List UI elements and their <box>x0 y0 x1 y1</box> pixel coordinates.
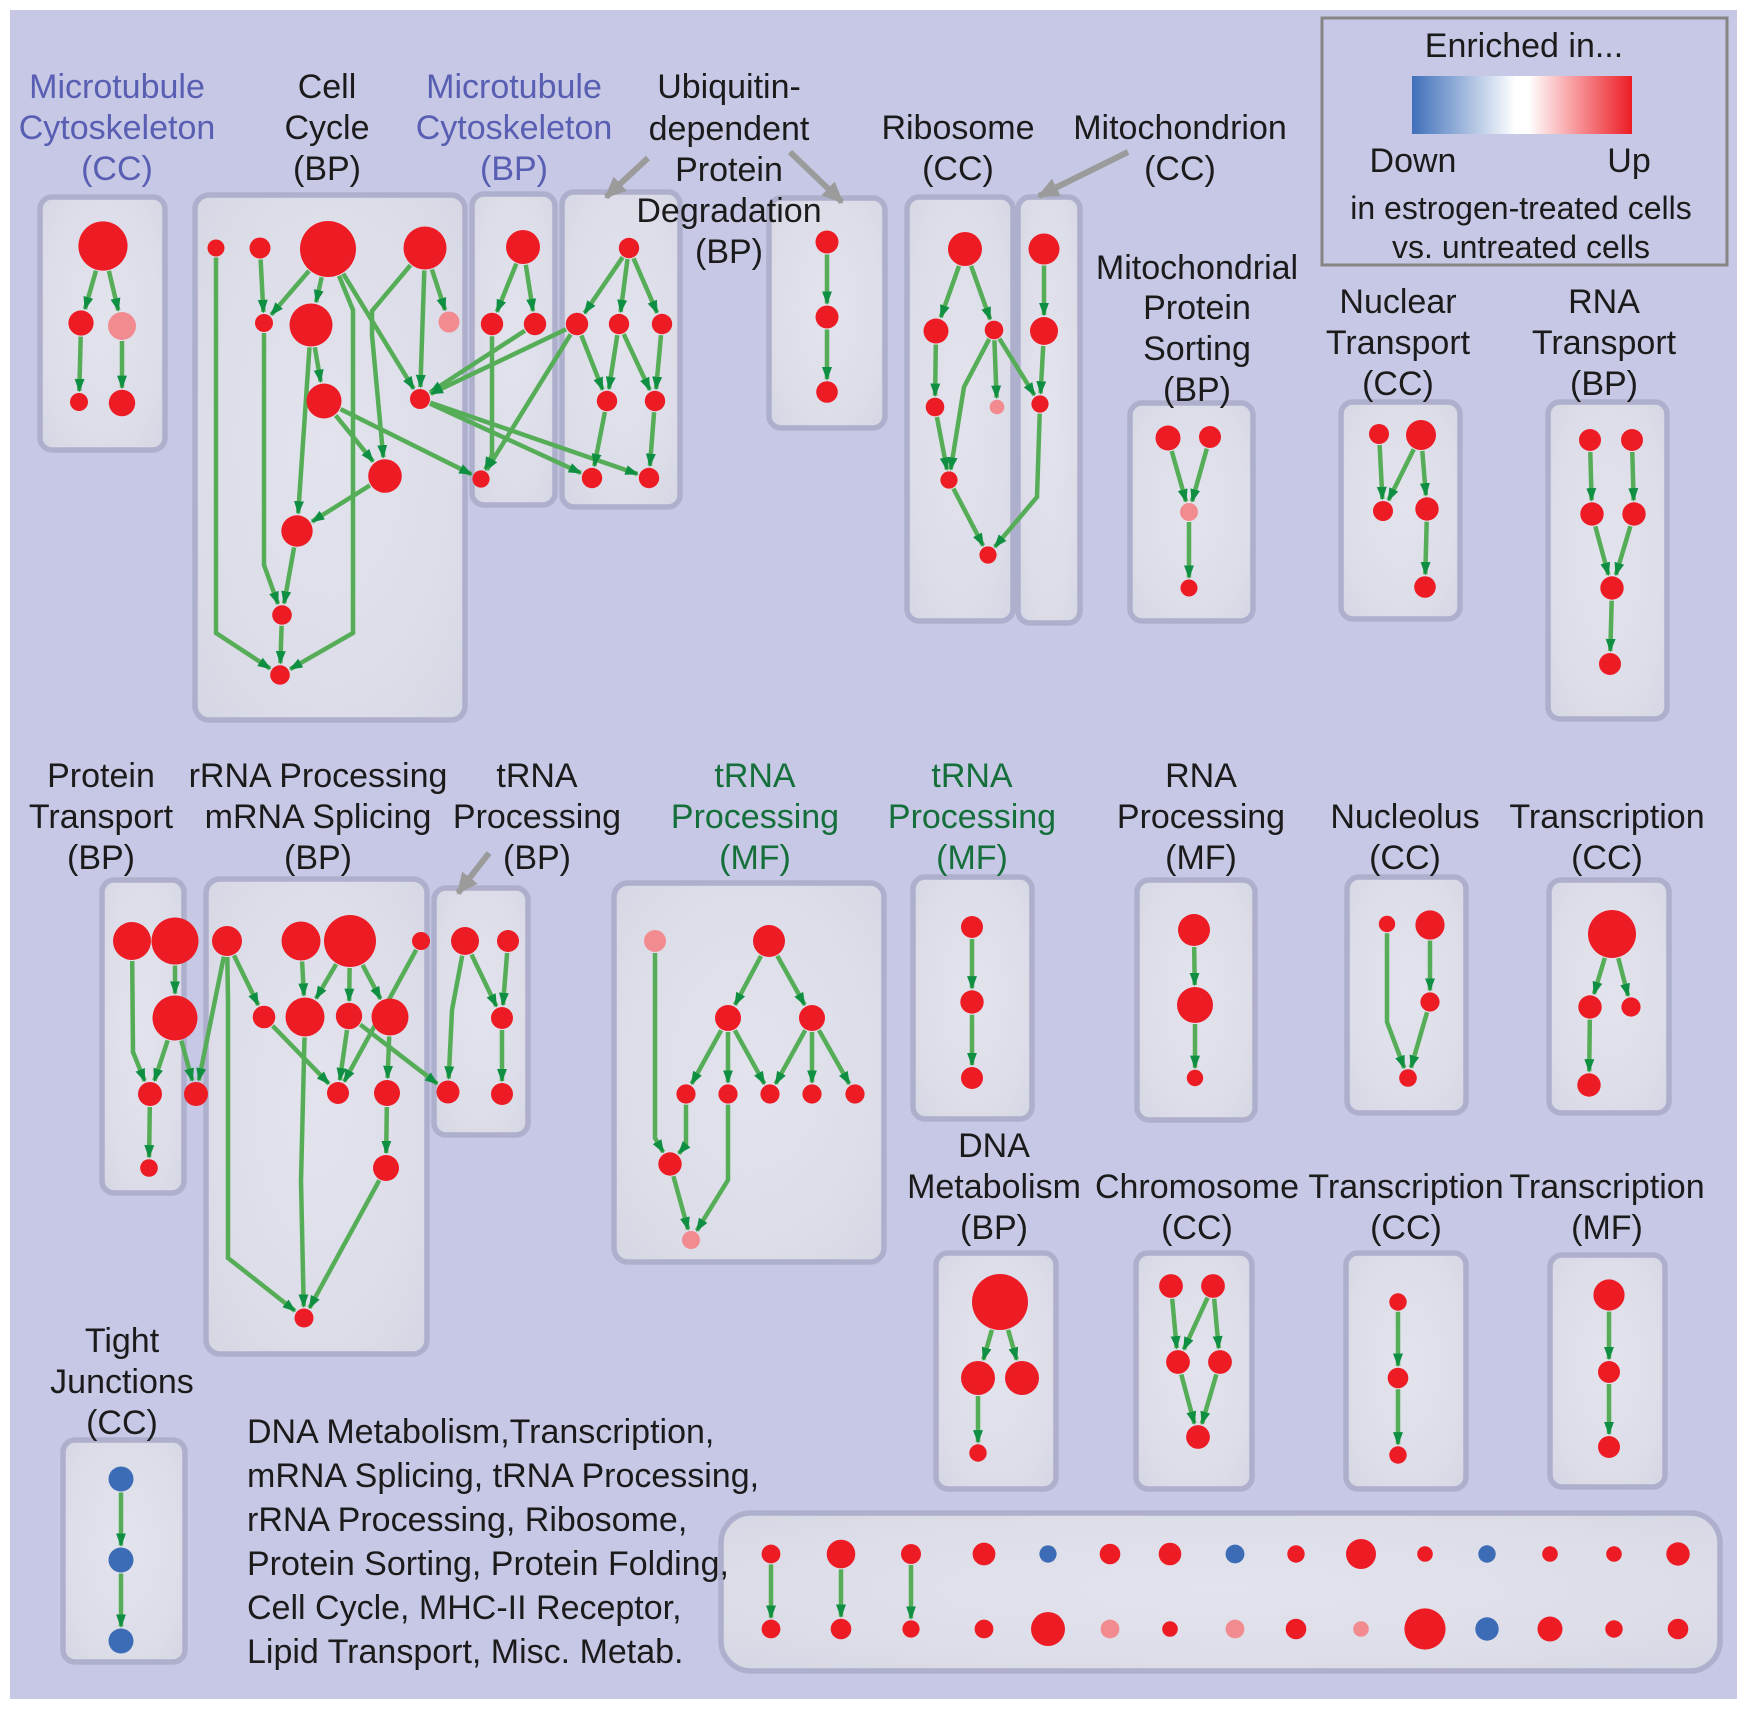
svg-text:(BP): (BP) <box>293 150 361 188</box>
svg-text:(CC): (CC) <box>1362 365 1434 403</box>
svg-text:(CC): (CC) <box>86 1404 158 1442</box>
svg-text:(MF): (MF) <box>936 839 1008 877</box>
svg-text:Ribosome: Ribosome <box>881 109 1034 147</box>
svg-text:(BP): (BP) <box>480 150 548 188</box>
svg-text:Processing: Processing <box>453 798 621 836</box>
svg-text:Tight: Tight <box>85 1322 160 1360</box>
svg-text:tRNA: tRNA <box>931 757 1013 795</box>
svg-text:mRNA Splicing: mRNA Splicing <box>205 798 432 836</box>
svg-text:Microtubule: Microtubule <box>426 68 602 106</box>
svg-text:DNA: DNA <box>958 1127 1030 1165</box>
svg-text:Cell: Cell <box>298 68 357 106</box>
svg-text:Cytoskeleton: Cytoskeleton <box>416 109 613 147</box>
svg-text:Processing: Processing <box>888 798 1056 836</box>
svg-text:Chromosome: Chromosome <box>1095 1168 1299 1206</box>
svg-text:(MF): (MF) <box>1571 1209 1643 1247</box>
svg-text:dependent: dependent <box>649 110 810 148</box>
svg-text:Protein: Protein <box>1143 289 1251 327</box>
svg-text:Nucleolus: Nucleolus <box>1330 798 1479 836</box>
svg-text:(MF): (MF) <box>719 839 791 877</box>
svg-text:Transcription: Transcription <box>1509 1168 1704 1206</box>
svg-text:RNA: RNA <box>1568 283 1640 321</box>
svg-text:in estrogen-treated cells: in estrogen-treated cells <box>1350 190 1692 226</box>
svg-text:(CC): (CC) <box>1370 1209 1442 1247</box>
svg-text:(BP): (BP) <box>1163 371 1231 409</box>
svg-text:rRNA Processing: rRNA Processing <box>189 757 448 795</box>
svg-text:tRNA: tRNA <box>496 757 578 795</box>
svg-text:rRNA Processing, Ribosome,: rRNA Processing, Ribosome, <box>247 1501 687 1539</box>
svg-text:Transcription: Transcription <box>1509 798 1704 836</box>
svg-text:Transcription: Transcription <box>1308 1168 1503 1206</box>
svg-text:mRNA Splicing, tRNA Processing: mRNA Splicing, tRNA Processing, <box>247 1457 759 1495</box>
svg-text:Transport: Transport <box>29 798 174 836</box>
svg-text:(MF): (MF) <box>1165 839 1237 877</box>
svg-text:Cycle: Cycle <box>284 109 369 147</box>
svg-text:Processing: Processing <box>1117 798 1285 836</box>
svg-text:Enriched in...: Enriched in... <box>1425 27 1623 65</box>
svg-text:Protein Sorting, Protein Foldi: Protein Sorting, Protein Folding, <box>247 1545 729 1583</box>
svg-text:tRNA: tRNA <box>714 757 796 795</box>
svg-text:Transport: Transport <box>1326 324 1471 362</box>
svg-text:Degradation: Degradation <box>636 192 821 230</box>
svg-text:Protein: Protein <box>47 757 155 795</box>
svg-text:(CC): (CC) <box>81 150 153 188</box>
svg-text:Cytoskeleton: Cytoskeleton <box>19 109 216 147</box>
svg-text:Metabolism: Metabolism <box>907 1168 1081 1206</box>
svg-text:Down: Down <box>1370 142 1457 180</box>
svg-text:Lipid Transport, Misc. Metab.: Lipid Transport, Misc. Metab. <box>247 1633 684 1671</box>
svg-text:(CC): (CC) <box>1161 1209 1233 1247</box>
svg-text:(BP): (BP) <box>503 839 571 877</box>
svg-text:Transport: Transport <box>1532 324 1677 362</box>
svg-text:Microtubule: Microtubule <box>29 68 205 106</box>
svg-text:Sorting: Sorting <box>1143 330 1251 368</box>
svg-text:(CC): (CC) <box>922 150 994 188</box>
svg-text:vs. untreated cells: vs. untreated cells <box>1392 229 1650 265</box>
svg-text:Nuclear: Nuclear <box>1339 283 1456 321</box>
svg-text:(BP): (BP) <box>1570 365 1638 403</box>
svg-text:(BP): (BP) <box>284 839 352 877</box>
svg-text:Cell Cycle, MHC-II Receptor,: Cell Cycle, MHC-II Receptor, <box>247 1589 682 1627</box>
svg-text:Up: Up <box>1607 142 1650 180</box>
svg-text:Mitochondrion: Mitochondrion <box>1073 109 1287 147</box>
svg-text:DNA Metabolism,Transcription,: DNA Metabolism,Transcription, <box>247 1413 714 1451</box>
svg-text:(CC): (CC) <box>1571 839 1643 877</box>
svg-text:Ubiquitin-: Ubiquitin- <box>657 68 801 106</box>
svg-text:(BP): (BP) <box>960 1209 1028 1247</box>
svg-text:Processing: Processing <box>671 798 839 836</box>
svg-text:(CC): (CC) <box>1369 839 1441 877</box>
svg-text:(BP): (BP) <box>695 233 763 271</box>
svg-text:Protein: Protein <box>675 151 783 189</box>
svg-text:(CC): (CC) <box>1144 150 1216 188</box>
svg-text:RNA: RNA <box>1165 757 1237 795</box>
svg-text:Junctions: Junctions <box>50 1363 194 1401</box>
svg-text:Mitochondrial: Mitochondrial <box>1096 249 1298 287</box>
svg-text:(BP): (BP) <box>67 839 135 877</box>
